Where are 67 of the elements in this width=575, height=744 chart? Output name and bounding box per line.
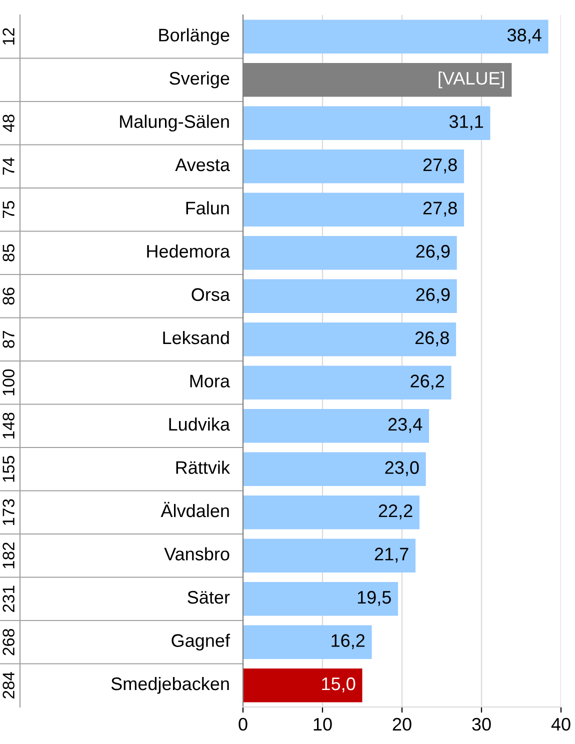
x-tick-label: 40 — [551, 718, 570, 731]
data-label: 15,0 — [322, 677, 356, 692]
x-tick-label: 10 — [314, 718, 332, 731]
data-label: 27,8 — [423, 158, 457, 174]
y2-tick-label: 231 — [2, 586, 14, 612]
y2-tick-label: 74 — [2, 158, 14, 175]
y2-tick-label: 85 — [2, 244, 14, 262]
data-label: 27,8 — [423, 202, 457, 217]
y-tick-label: Älvdalen — [160, 502, 229, 518]
y2-tick-label: 87 — [2, 330, 14, 348]
bar — [243, 20, 548, 54]
y2-tick-label: 12 — [2, 28, 14, 45]
bar — [243, 279, 457, 313]
bar — [243, 668, 362, 702]
bar — [243, 452, 426, 486]
data-label: 21,7 — [374, 548, 408, 563]
y-tick-label: Hedemora — [147, 244, 230, 258]
y2-tick-label: 155 — [2, 456, 14, 482]
bar — [243, 625, 372, 659]
bar — [243, 538, 416, 572]
y-tick-label: Sverige — [170, 71, 230, 88]
bar — [243, 106, 490, 140]
bar — [243, 366, 452, 400]
x-tick-label: 20 — [392, 718, 412, 731]
bar — [243, 409, 430, 443]
y2-tick-label: 173 — [2, 499, 14, 526]
data-label: 26,8 — [415, 331, 449, 346]
y2-tick-label: 86 — [2, 288, 14, 305]
bar — [243, 582, 398, 616]
data-label: 38,4 — [507, 28, 542, 44]
data-label: [VALUE] — [438, 71, 504, 88]
y2-tick-label: 284 — [2, 672, 14, 698]
data-label: 22,2 — [378, 504, 412, 520]
data-label: 16,2 — [332, 634, 365, 650]
y2-tick-label: 268 — [2, 628, 14, 656]
data-label: 26,2 — [410, 374, 444, 390]
y-tick-label: Rättvik — [176, 460, 230, 474]
y-tick-label: Gagnef — [172, 634, 230, 651]
bar — [243, 322, 456, 356]
y2-tick-label: 148 — [2, 412, 14, 439]
data-label: 23,4 — [388, 418, 422, 433]
data-label: 31,1 — [449, 115, 484, 130]
bar — [243, 236, 457, 270]
bar — [243, 192, 464, 226]
data-label: 26,9 — [416, 244, 450, 260]
y-tick-label: Smedjebacken — [111, 676, 229, 694]
bar — [243, 496, 420, 530]
y2-tick-label: 75 — [2, 201, 14, 218]
y-tick-label: Ludvika — [169, 417, 230, 431]
y-tick-label: Vansbro — [164, 547, 230, 560]
y-tick-label: Falun — [186, 201, 229, 214]
bar — [243, 150, 464, 184]
data-label: 26,9 — [416, 288, 450, 304]
x-tick-label: 0 — [238, 718, 248, 731]
y-tick-label: Säter — [188, 590, 230, 604]
data-label: 23,0 — [385, 461, 419, 476]
y2-tick-label: 182 — [2, 542, 14, 568]
y2-tick-label: 100 — [2, 369, 14, 396]
y2-tick-label: 48 — [2, 114, 14, 132]
y-tick-label: Leksand — [163, 330, 229, 344]
y-tick-label: Borlänge — [159, 28, 230, 46]
y-tick-label: Orsa — [192, 288, 230, 301]
y-tick-label: Avesta — [175, 158, 230, 172]
y-tick-label: Mora — [190, 374, 230, 388]
y-tick-label: Malung-Sälen — [120, 114, 229, 132]
data-label: 19,5 — [358, 590, 391, 606]
x-tick-label: 30 — [472, 718, 491, 731]
